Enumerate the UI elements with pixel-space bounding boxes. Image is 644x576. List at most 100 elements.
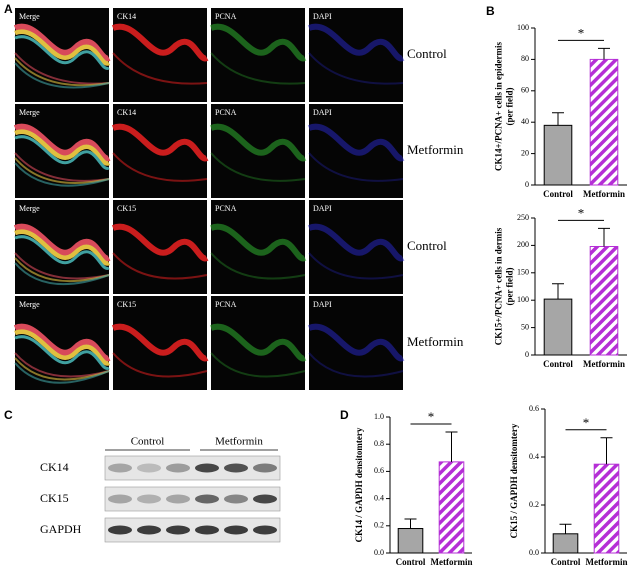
tissue-signal	[210, 352, 306, 378]
y-tick-label: 100	[517, 295, 529, 304]
blot-band	[224, 463, 248, 473]
blot-strip	[104, 455, 281, 481]
tissue-signal	[14, 152, 110, 182]
tissue-signal	[14, 329, 111, 366]
y-axis-label: CK15+/PCNA+ cells in dermis	[494, 227, 504, 345]
tissue-signal	[14, 57, 110, 87]
band-label: GAPDH	[40, 522, 82, 536]
tissue-signal	[14, 129, 111, 166]
tissue-signal	[13, 323, 111, 362]
tissue-signal	[112, 352, 208, 378]
condition-label: Metformin	[407, 142, 464, 157]
tissue-signal	[14, 35, 110, 70]
group-label: Control	[131, 436, 165, 448]
error-bar	[598, 47, 610, 60]
tissue-signal	[307, 123, 405, 162]
x-tick-label: Control	[396, 557, 426, 567]
tissue-signal	[111, 123, 209, 162]
channel-label: Merge	[19, 300, 40, 309]
channel-label: DAPI	[313, 12, 332, 21]
y-tick-label: 150	[517, 268, 529, 277]
bar	[589, 58, 619, 186]
tissue-signal	[112, 252, 208, 280]
y-axis-label: CK15 / GAPDH densitomtery	[509, 423, 519, 538]
tissue-signal	[111, 23, 209, 62]
channel-label: CK15	[117, 204, 136, 213]
channel-label: Merge	[19, 204, 40, 213]
channel-label: Merge	[19, 12, 40, 21]
tissue-signal	[14, 157, 110, 184]
tissue-signal	[14, 352, 110, 378]
tissue-signal	[308, 352, 404, 378]
tissue-signal	[14, 162, 110, 187]
channel-label: PCNA	[215, 204, 237, 213]
blot-band	[108, 525, 132, 535]
bar	[589, 245, 619, 356]
channel-label: CK15	[117, 300, 136, 309]
tissue-signal	[209, 223, 307, 262]
y-tick-label: 250	[517, 213, 529, 222]
condition-label: Control	[407, 238, 447, 253]
bar	[593, 463, 620, 554]
error-bar	[404, 518, 417, 529]
y-tick-label: 0.4	[529, 452, 539, 461]
tissue-signal	[14, 62, 110, 89]
y-axis-label: CK14+/PCNA+ cells in epidermis	[494, 42, 504, 171]
error-bar	[552, 283, 564, 300]
tissue-signal	[210, 152, 306, 182]
x-tick-label: Control	[551, 557, 581, 567]
tissue-signal	[14, 335, 110, 370]
tissue-signal	[14, 357, 110, 381]
y-tick-label: 100	[517, 23, 529, 32]
tissue-signal	[210, 52, 306, 85]
tissue-signal	[13, 223, 111, 262]
blot-band	[195, 525, 219, 535]
channel-label: PCNA	[215, 12, 237, 21]
significance-label: *	[578, 205, 585, 220]
y-axis-label: (per field)	[505, 267, 515, 305]
blot-band	[166, 525, 190, 535]
y-axis-label: (per field)	[505, 87, 515, 125]
blot-band	[137, 463, 161, 473]
blot-band	[253, 494, 277, 504]
tissue-signal	[14, 262, 110, 286]
y-tick-label: 0	[525, 350, 529, 359]
blot-band	[137, 494, 161, 504]
blot-strip	[104, 486, 281, 512]
tissue-signal	[13, 123, 111, 162]
tissue-signal	[14, 52, 110, 85]
x-tick-label: Metformin	[583, 359, 625, 369]
blot-band	[108, 463, 132, 473]
y-tick-label: 0.8	[374, 439, 384, 448]
tissue-signal	[307, 23, 405, 62]
blot-band	[108, 494, 132, 504]
x-tick-label: Metformin	[586, 557, 628, 567]
blot-band	[224, 494, 248, 504]
channel-label: Merge	[19, 108, 40, 117]
panel-label: C	[4, 408, 13, 422]
tissue-signal	[14, 362, 110, 384]
band-label: CK14	[40, 460, 69, 474]
blot-band	[253, 463, 277, 473]
condition-label: Control	[407, 46, 447, 61]
tissue-signal	[112, 52, 208, 85]
blot-band	[166, 494, 190, 504]
tissue-signal	[308, 252, 404, 280]
y-tick-label: 80	[521, 54, 529, 63]
blot-band	[195, 494, 219, 504]
tissue-signal	[14, 257, 110, 283]
tissue-signal	[210, 252, 306, 280]
y-tick-label: 0.6	[529, 404, 539, 413]
tissue-signal	[14, 29, 111, 66]
error-bar	[552, 112, 564, 126]
x-tick-label: Control	[543, 189, 573, 199]
panel-label: A	[4, 2, 13, 16]
channel-label: DAPI	[313, 204, 332, 213]
panel-label: B	[486, 4, 495, 18]
tissue-signal	[112, 152, 208, 182]
channel-label: CK14	[117, 108, 136, 117]
significance-label: *	[428, 409, 435, 424]
tissue-signal	[14, 135, 110, 170]
tissue-signal	[209, 323, 307, 362]
y-tick-label: 60	[521, 86, 529, 95]
